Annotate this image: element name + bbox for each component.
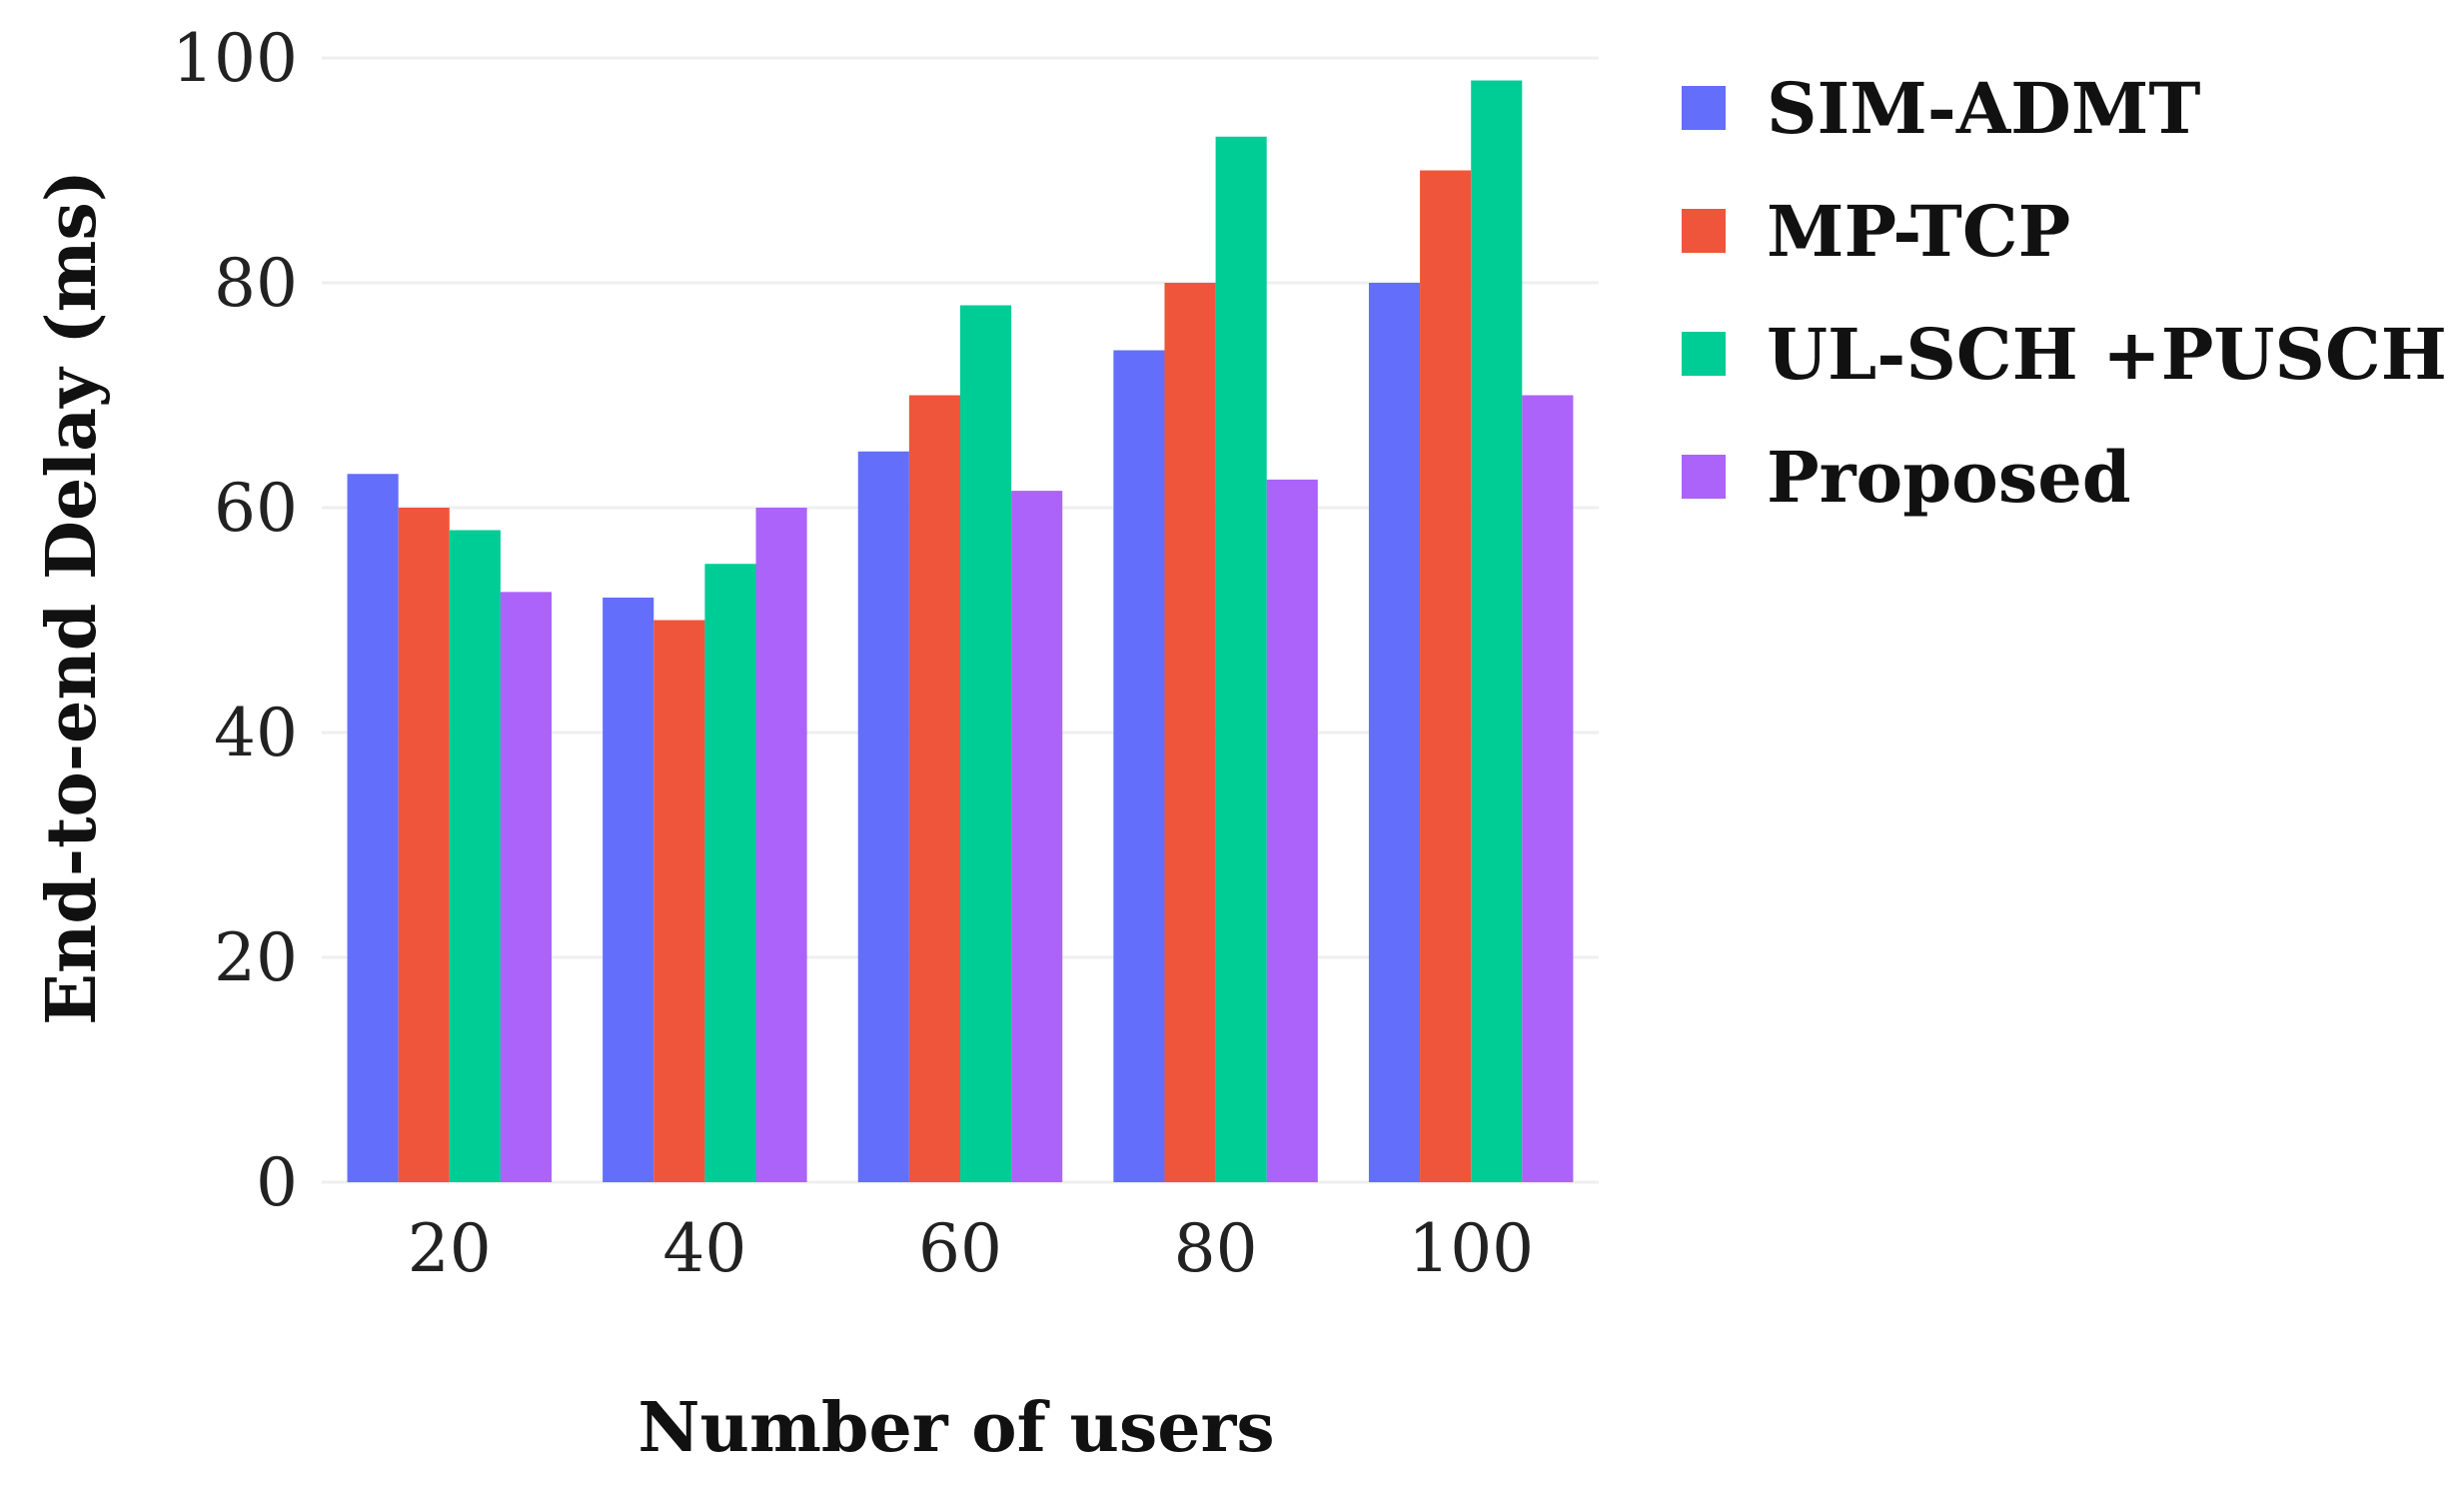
- y-axis-title: End-to-end Delay (ms): [32, 170, 112, 1025]
- x-tick-label: 20: [408, 1210, 492, 1287]
- bar-sim-admt-40: [603, 598, 654, 1182]
- y-tick-label: 40: [214, 695, 298, 771]
- bar-mp-tcp-20: [398, 508, 450, 1182]
- y-tick-label: 20: [214, 919, 298, 996]
- legend: SIM-ADMT MP-TCP UL-SCH +PUSCH Proposed: [1682, 67, 2447, 519]
- x-axis-ticks: 20 40 60 80 100: [408, 1210, 1534, 1287]
- legend-label: SIM-ADMT: [1767, 67, 2200, 150]
- legend-swatch: [1682, 455, 1726, 499]
- legend-label: MP-TCP: [1767, 190, 2070, 273]
- legend-swatch: [1682, 209, 1726, 253]
- bar-proposed-20: [500, 592, 553, 1182]
- bar-mp-tcp-40: [653, 620, 705, 1182]
- bar-sim-admt-100: [1368, 283, 1421, 1182]
- legend-label: Proposed: [1767, 436, 2131, 519]
- y-tick-label: 80: [214, 245, 298, 322]
- bar-ul-sch-pusch-100: [1471, 80, 1523, 1182]
- x-tick-label: 60: [918, 1210, 1002, 1287]
- bar-proposed-100: [1522, 395, 1574, 1182]
- bar-ul-sch-pusch-60: [960, 305, 1012, 1182]
- y-axis-ticks: 0 20 40 60 80 100: [172, 20, 298, 1221]
- x-tick-label: 80: [1174, 1210, 1258, 1287]
- bar-proposed-80: [1266, 479, 1318, 1182]
- bar-ul-sch-pusch-80: [1215, 136, 1267, 1182]
- legend-label: UL-SCH +PUSCH: [1767, 313, 2447, 396]
- bar-sim-admt-20: [347, 474, 399, 1182]
- legend-swatch: [1682, 332, 1726, 376]
- y-tick-label: 0: [256, 1144, 298, 1221]
- bar-ul-sch-pusch-40: [704, 564, 756, 1182]
- bar-proposed-60: [1011, 491, 1063, 1182]
- bar-mp-tcp-100: [1420, 170, 1472, 1182]
- bar-ul-sch-pusch-20: [449, 530, 501, 1182]
- bar-mp-tcp-80: [1164, 283, 1216, 1182]
- bar-proposed-40: [755, 508, 807, 1182]
- x-tick-label: 40: [662, 1210, 746, 1287]
- bars: [347, 80, 1574, 1182]
- x-axis-title: Number of users: [637, 1388, 1274, 1468]
- y-tick-label: 100: [172, 20, 298, 97]
- bar-mp-tcp-60: [908, 395, 960, 1182]
- legend-swatch: [1682, 86, 1726, 130]
- y-tick-label: 60: [214, 470, 298, 547]
- x-tick-label: 100: [1408, 1210, 1534, 1287]
- bar-sim-admt-60: [857, 451, 909, 1182]
- bar-sim-admt-80: [1113, 350, 1165, 1182]
